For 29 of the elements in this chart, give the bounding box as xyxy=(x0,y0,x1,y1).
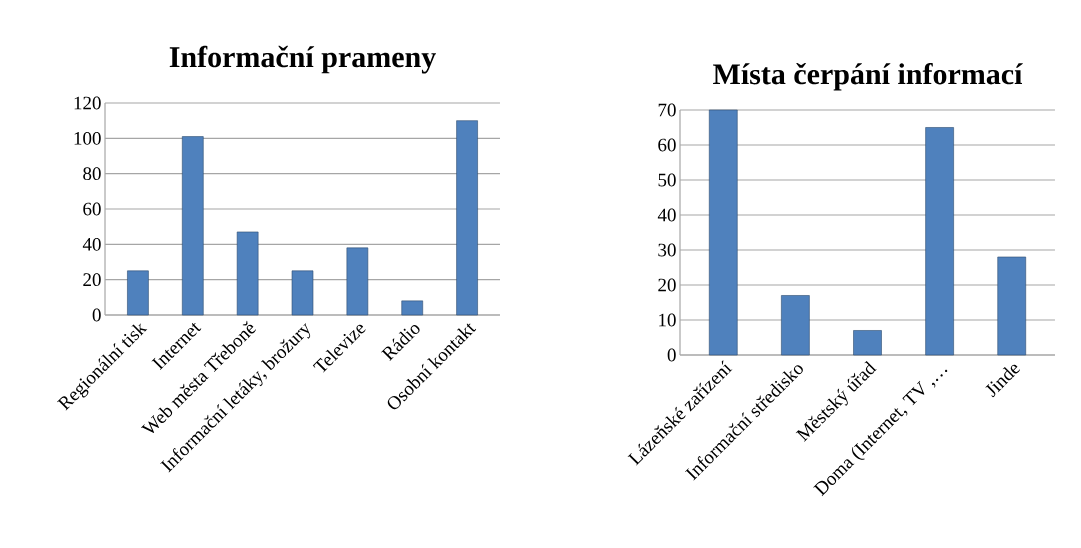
y-tick-label: 60 xyxy=(83,202,101,216)
y-tick-label: 10 xyxy=(659,313,676,327)
bar xyxy=(456,120,478,316)
bar xyxy=(853,330,882,356)
y-tick-label: 100 xyxy=(74,131,101,145)
y-tick-label: 40 xyxy=(657,208,676,222)
bar xyxy=(401,300,424,316)
bar xyxy=(708,109,738,356)
y-tick-label: 0 xyxy=(92,308,101,322)
bar xyxy=(291,270,314,316)
y-tick-label: 0 xyxy=(667,348,676,362)
bar xyxy=(925,127,954,356)
bar xyxy=(127,270,149,316)
y-tick-label: 60 xyxy=(658,138,676,152)
y-tick-label: 40 xyxy=(82,237,101,251)
y-tick-label: 30 xyxy=(658,243,676,257)
y-tick-label: 70 xyxy=(658,103,676,117)
bar xyxy=(181,136,204,316)
y-tick-label: 50 xyxy=(658,173,676,187)
bar xyxy=(236,231,259,316)
y-tick-label: 120 xyxy=(74,96,101,110)
chart-title: Místa čerpání informací xyxy=(713,62,1023,91)
y-tick-label: 20 xyxy=(83,273,101,287)
bar xyxy=(781,295,810,356)
y-tick-label: 20 xyxy=(658,278,676,292)
y-tick-label: 80 xyxy=(83,167,101,181)
bar xyxy=(346,247,369,316)
bar xyxy=(997,256,1027,356)
chart-title: Informační prameny xyxy=(169,45,436,74)
